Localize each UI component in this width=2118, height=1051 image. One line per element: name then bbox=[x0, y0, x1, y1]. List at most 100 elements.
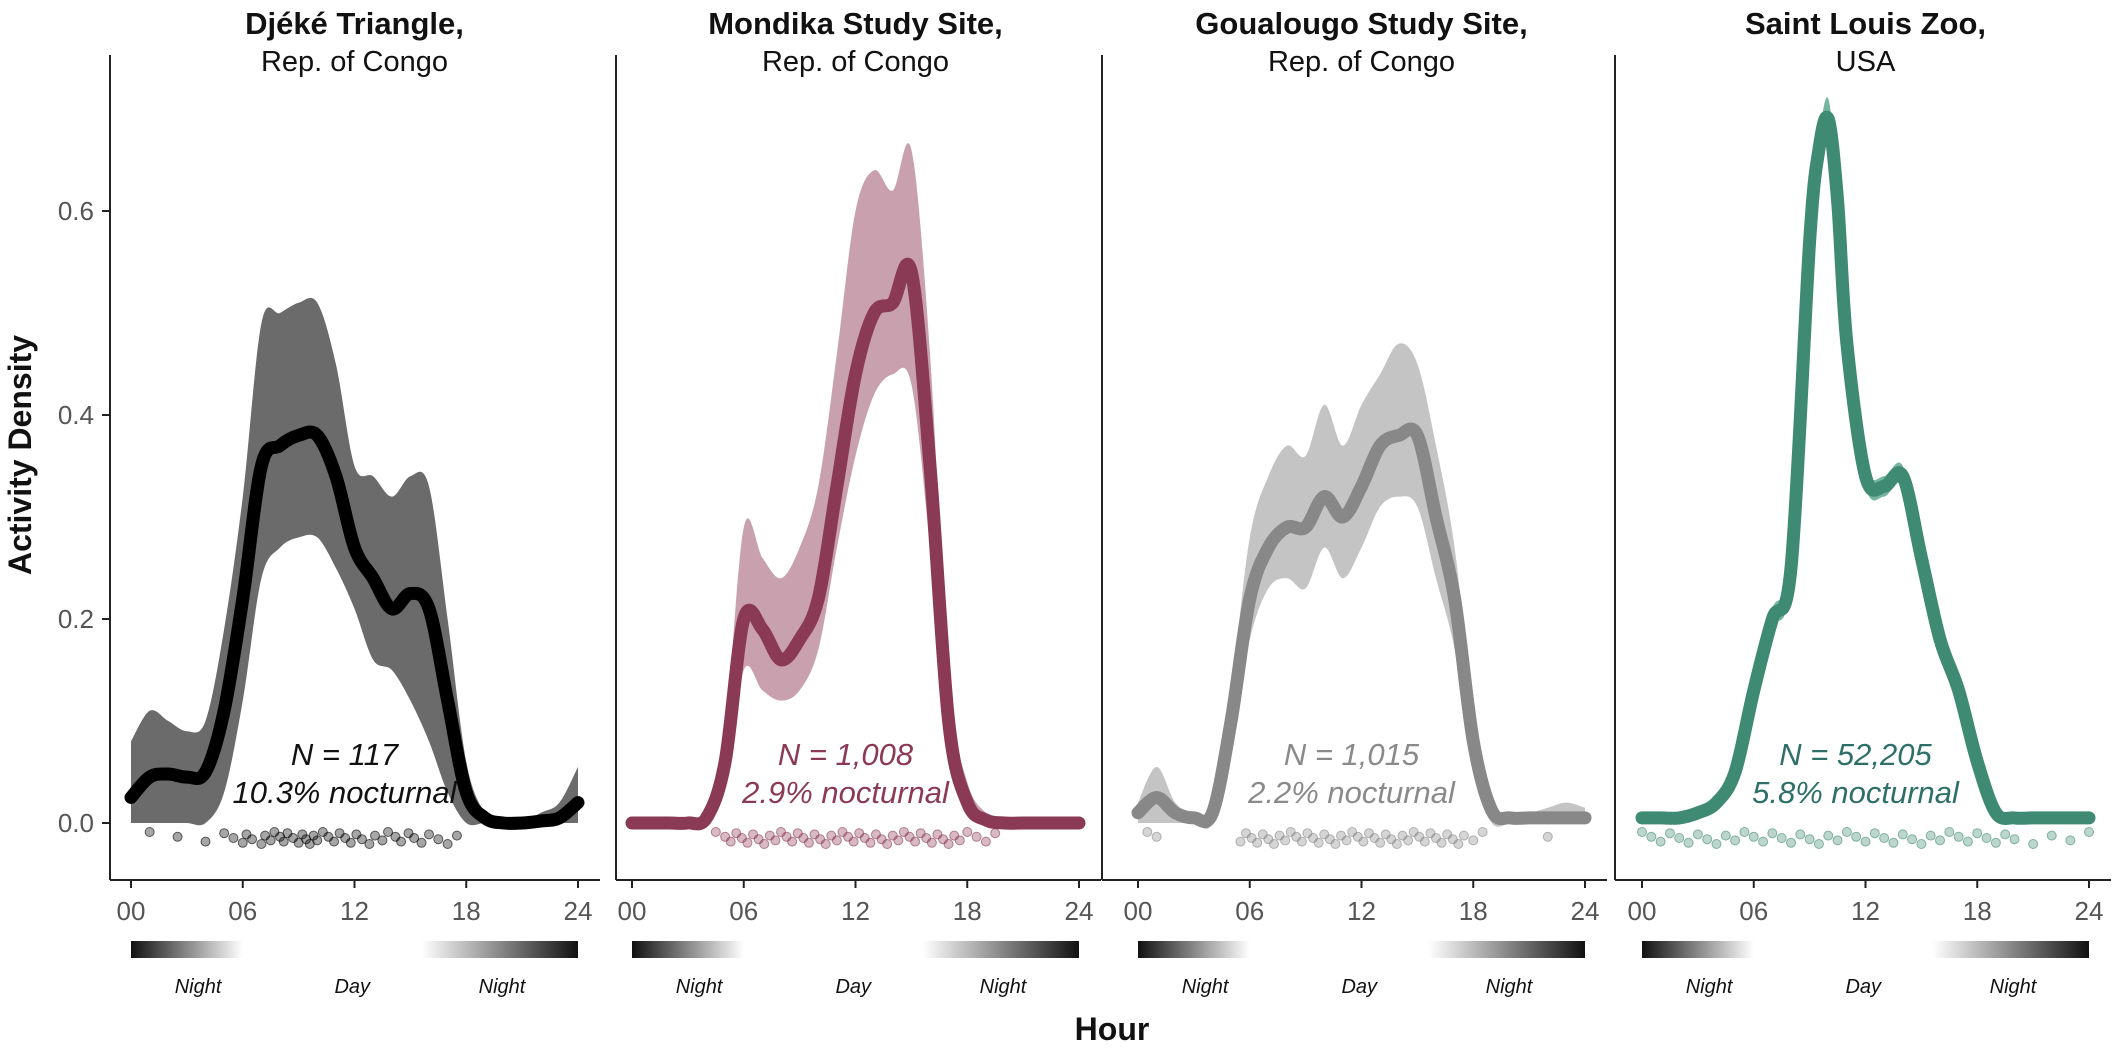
nocturnal-label: 10.3% nocturnal bbox=[232, 775, 457, 810]
panel-subtitle: USA bbox=[1836, 46, 1896, 78]
rug-point bbox=[1468, 835, 1479, 846]
rug-point bbox=[820, 839, 831, 849]
rug-point bbox=[278, 836, 289, 847]
rug-point bbox=[1419, 836, 1430, 847]
rug-point bbox=[1832, 835, 1843, 846]
day-night-bar bbox=[131, 941, 578, 958]
rug-point bbox=[1804, 834, 1815, 845]
night-label: Night bbox=[980, 976, 1028, 998]
y-tick-label: 0.6 bbox=[58, 196, 94, 226]
rug-point bbox=[1477, 827, 1488, 837]
rug-point bbox=[1313, 837, 1324, 848]
rug-point bbox=[803, 837, 814, 848]
panel-subtitle: Rep. of Congo bbox=[261, 46, 448, 78]
rug-point bbox=[383, 827, 394, 837]
x-tick-label: 06 bbox=[1739, 896, 1768, 926]
rug-point bbox=[451, 830, 462, 841]
rug-point bbox=[759, 839, 770, 849]
nocturnal-label: 2.9% nocturnal bbox=[741, 775, 950, 810]
night-label: Night bbox=[1182, 976, 1230, 998]
rug-point bbox=[943, 839, 954, 849]
rug-point bbox=[1646, 831, 1657, 842]
sample-size-label: N = 1,015 bbox=[1284, 737, 1420, 772]
rug-point bbox=[1962, 836, 1973, 847]
night-label: Night bbox=[175, 976, 223, 998]
y-axis-title: Activity Density bbox=[2, 335, 38, 575]
rug-point bbox=[893, 835, 904, 846]
night-label: Night bbox=[479, 976, 527, 998]
rug-point bbox=[1786, 837, 1796, 848]
sample-size-label: N = 117 bbox=[291, 737, 400, 772]
rug-point bbox=[1358, 836, 1369, 847]
x-tick-label: 00 bbox=[1628, 896, 1657, 926]
y-tick-label: 0.0 bbox=[58, 808, 94, 838]
rug-point bbox=[1341, 835, 1352, 846]
rug-point bbox=[345, 837, 356, 848]
rug-point bbox=[848, 836, 859, 847]
rug-point bbox=[1235, 836, 1246, 847]
rug-point bbox=[416, 837, 427, 848]
rug-point bbox=[831, 835, 842, 846]
x-tick-label: 18 bbox=[452, 896, 481, 926]
rug-point bbox=[1935, 835, 1945, 846]
density-line bbox=[124, 425, 585, 830]
rug-point bbox=[424, 829, 434, 840]
rug-point bbox=[1375, 837, 1386, 848]
rug-point bbox=[882, 839, 893, 849]
rug-point bbox=[1953, 831, 1964, 842]
rug-point bbox=[1458, 830, 1469, 841]
rug-point bbox=[369, 830, 380, 841]
rug-point bbox=[312, 835, 323, 846]
panel-subtitle: Rep. of Congo bbox=[762, 46, 949, 78]
x-tick-label: 06 bbox=[729, 896, 758, 926]
rug-point bbox=[144, 827, 155, 837]
rug-point bbox=[1664, 828, 1675, 839]
panels-group: Djéké Triangle, Rep. of Congo 0.0 0.2 0.4 0.6… bbox=[58, 6, 2111, 998]
rug-point bbox=[1813, 839, 1824, 849]
rug-point bbox=[1925, 830, 1936, 841]
x-tick-label: 18 bbox=[1459, 896, 1488, 926]
x-tick-label: 06 bbox=[228, 896, 257, 926]
rug-point bbox=[1776, 833, 1787, 843]
panel-title: Djéké Triangle, bbox=[245, 6, 464, 41]
confidence-band bbox=[1138, 343, 1585, 830]
rug-point bbox=[200, 836, 211, 847]
rug-point bbox=[1944, 827, 1955, 837]
rug-point bbox=[219, 828, 230, 839]
rug-point bbox=[2084, 827, 2094, 837]
panel-3: Goualougo Study Site, Rep. of Congo 00 06 12… bbox=[1101, 6, 1607, 998]
rug-point bbox=[2065, 835, 2076, 846]
rug-point bbox=[1795, 829, 1806, 840]
rug-point bbox=[364, 839, 375, 849]
rug-point bbox=[1981, 833, 1992, 843]
rug-point bbox=[1748, 831, 1759, 842]
night-label: Night bbox=[676, 976, 724, 998]
rug-point bbox=[954, 835, 965, 846]
rug-point bbox=[1151, 831, 1162, 842]
x-tick-label: 06 bbox=[1235, 896, 1264, 926]
rug-point bbox=[1683, 837, 1694, 848]
y-tick-label: 0.4 bbox=[58, 400, 94, 430]
panel-1: Djéké Triangle, Rep. of Congo 0.0 0.2 0.4 0.6… bbox=[58, 6, 600, 998]
rug-point bbox=[356, 834, 367, 845]
rug-point bbox=[228, 833, 239, 843]
rug-point bbox=[377, 835, 388, 846]
night-label: Night bbox=[1486, 976, 1534, 998]
day-label: Day bbox=[1845, 976, 1882, 998]
rug-point bbox=[1702, 834, 1713, 845]
rug-point bbox=[1674, 833, 1685, 843]
night-label: Night bbox=[1990, 976, 2038, 998]
rug-point bbox=[1888, 837, 1899, 848]
rug-point bbox=[1869, 828, 1880, 839]
rug-point bbox=[1739, 827, 1750, 837]
day-night-bar bbox=[632, 941, 1079, 958]
sample-size-label: N = 1,008 bbox=[778, 737, 914, 772]
rug-point bbox=[265, 835, 276, 846]
rug-point bbox=[1730, 835, 1741, 846]
panel-subtitle: Rep. of Congo bbox=[1268, 46, 1455, 78]
rug-point bbox=[2046, 830, 2057, 841]
rug-point bbox=[1637, 827, 1647, 837]
nocturnal-label: 2.2% nocturnal bbox=[1247, 775, 1456, 810]
rug-point bbox=[787, 836, 798, 847]
